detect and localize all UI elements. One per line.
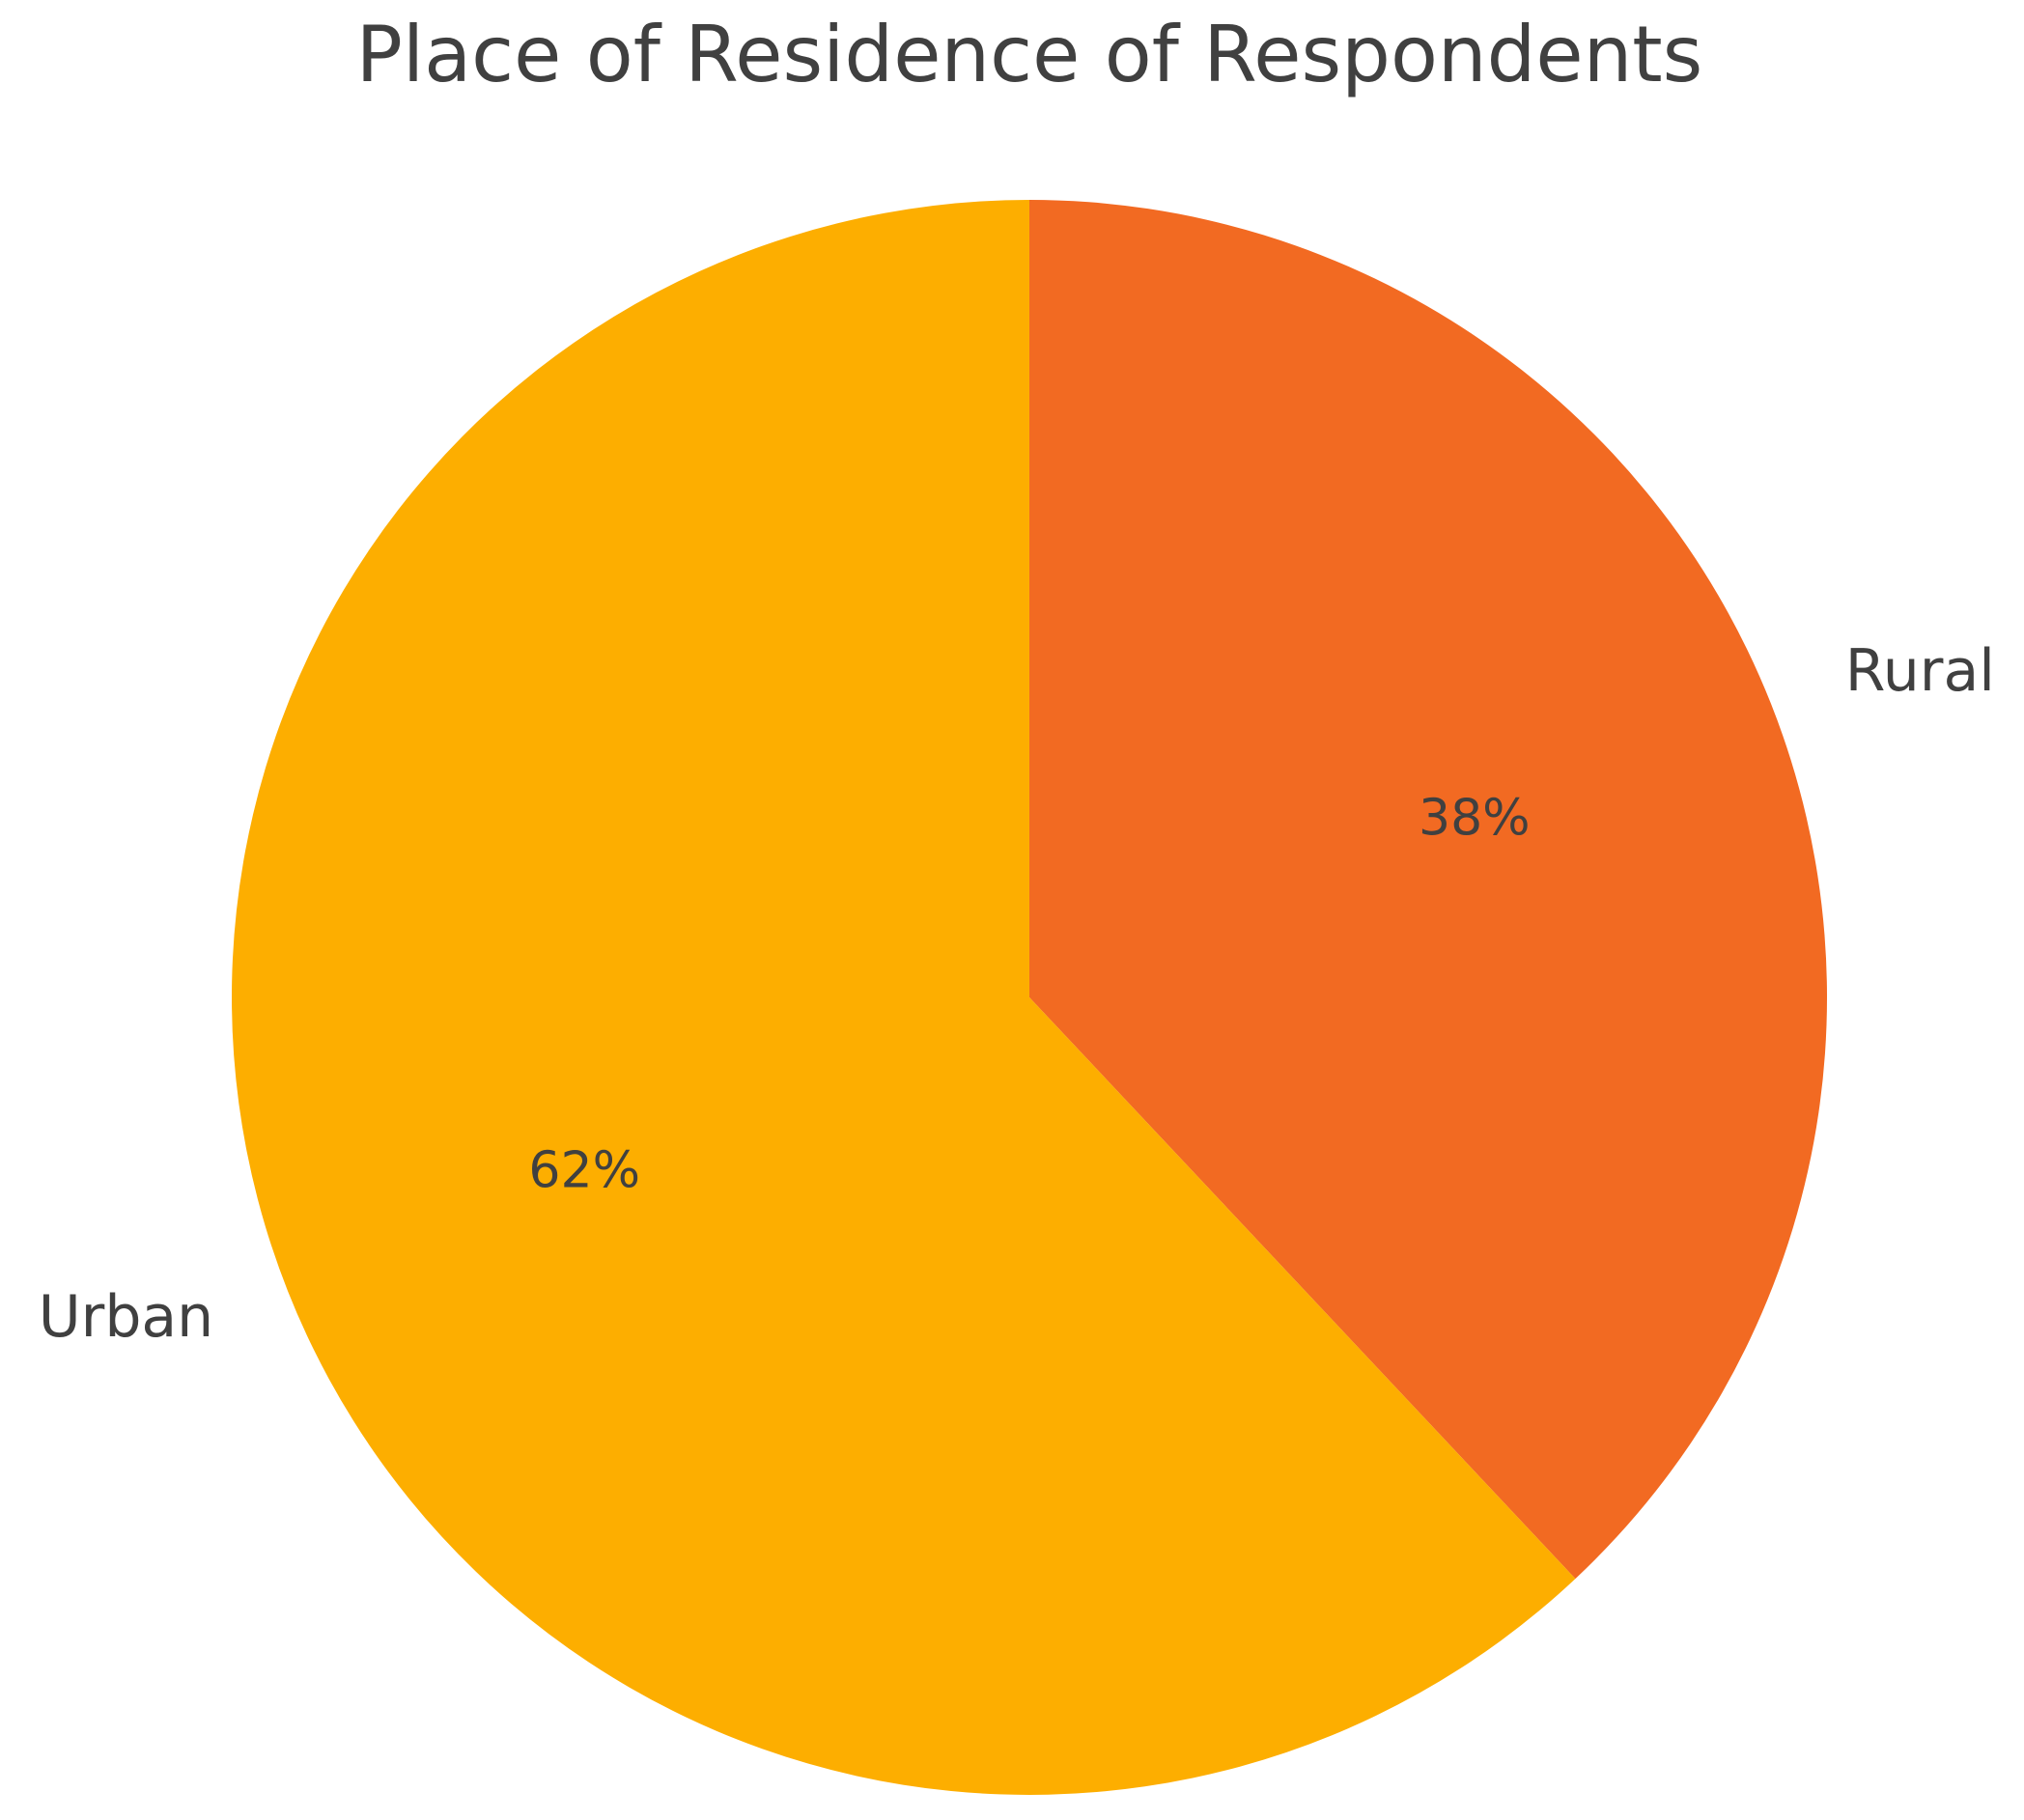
slice-label: Rural <box>1845 637 1995 705</box>
value-label: 38% <box>1419 790 1531 848</box>
chart-title: Place of Residence of Respondents <box>356 10 1703 99</box>
pie-slice <box>1029 200 1827 1580</box>
pie-slice <box>232 200 1576 1795</box>
value-label: 62% <box>528 1141 640 1199</box>
slice-label: Urban <box>39 1283 213 1351</box>
